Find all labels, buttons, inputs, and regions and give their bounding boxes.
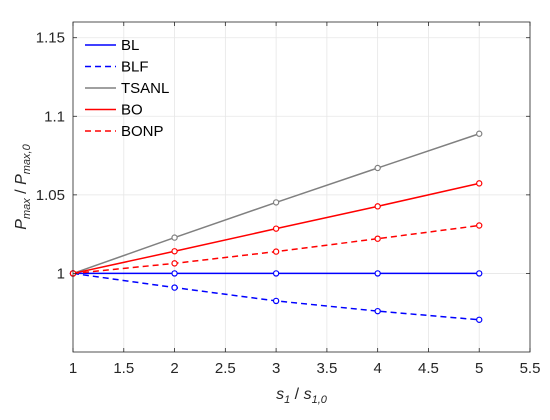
data-point	[272, 199, 280, 206]
data-point	[374, 164, 381, 172]
data-point	[374, 270, 381, 277]
legend-item: BO	[85, 102, 143, 119]
x-tick-label: 2.5	[215, 360, 236, 377]
legend-item: BONP	[85, 123, 164, 140]
x-tick-label: 4	[373, 360, 381, 377]
x-tick-label: 4.5	[418, 360, 439, 377]
x-tick-label: 1	[69, 360, 77, 377]
legend-label: TSANL	[121, 80, 169, 97]
data-point	[374, 307, 381, 315]
data-point	[374, 235, 381, 242]
y-tick-label: 1.15	[36, 30, 65, 47]
x-tick-label: 1.5	[113, 360, 134, 377]
series-bl	[69, 270, 483, 277]
data-point	[272, 225, 280, 232]
data-point	[476, 222, 483, 229]
x-tick-label: 5	[475, 360, 483, 377]
series-group	[69, 130, 483, 323]
ticks: 1 1.5 2 2.5 3 3.5 4 4.5 5 5.5 1 1.05 1.1 1.15	[36, 22, 541, 377]
legend-label: BONP	[121, 123, 164, 140]
data-point	[171, 234, 178, 241]
y-tick-label: 1	[57, 265, 65, 282]
x-tick-label: 5.5	[520, 360, 541, 377]
data-point	[272, 248, 280, 255]
data-point	[171, 284, 178, 291]
data-point	[476, 270, 483, 277]
legend-item: BL	[85, 37, 139, 54]
data-point	[171, 248, 178, 255]
data-point	[374, 203, 381, 210]
data-point	[476, 316, 483, 323]
legend-item: BLF	[85, 59, 149, 76]
x-tick-label: 3.5	[316, 360, 337, 377]
x-axis-label: s1 / s1,0	[276, 386, 328, 406]
data-point	[272, 270, 280, 277]
data-point	[476, 180, 483, 187]
legend-label: BLF	[121, 59, 149, 76]
series-blf	[69, 270, 483, 323]
data-point	[171, 260, 178, 267]
y-axis-label: Pmax / Pmax,0	[13, 143, 33, 229]
legend: BL BLF TSANL BO BONP	[85, 37, 169, 140]
data-point	[171, 270, 178, 277]
legend-item: TSANL	[85, 80, 169, 97]
legend-label: BL	[121, 37, 139, 54]
legend-label: BO	[121, 102, 143, 119]
y-tick-label: 1.05	[36, 187, 65, 204]
data-point	[476, 130, 483, 137]
plot-area	[73, 22, 530, 352]
axes-box	[72, 21, 531, 353]
x-tick-label: 2	[170, 360, 178, 377]
x-tick-label: 3	[272, 360, 280, 377]
y-tick-label: 1.1	[44, 108, 65, 125]
data-point	[272, 297, 280, 305]
